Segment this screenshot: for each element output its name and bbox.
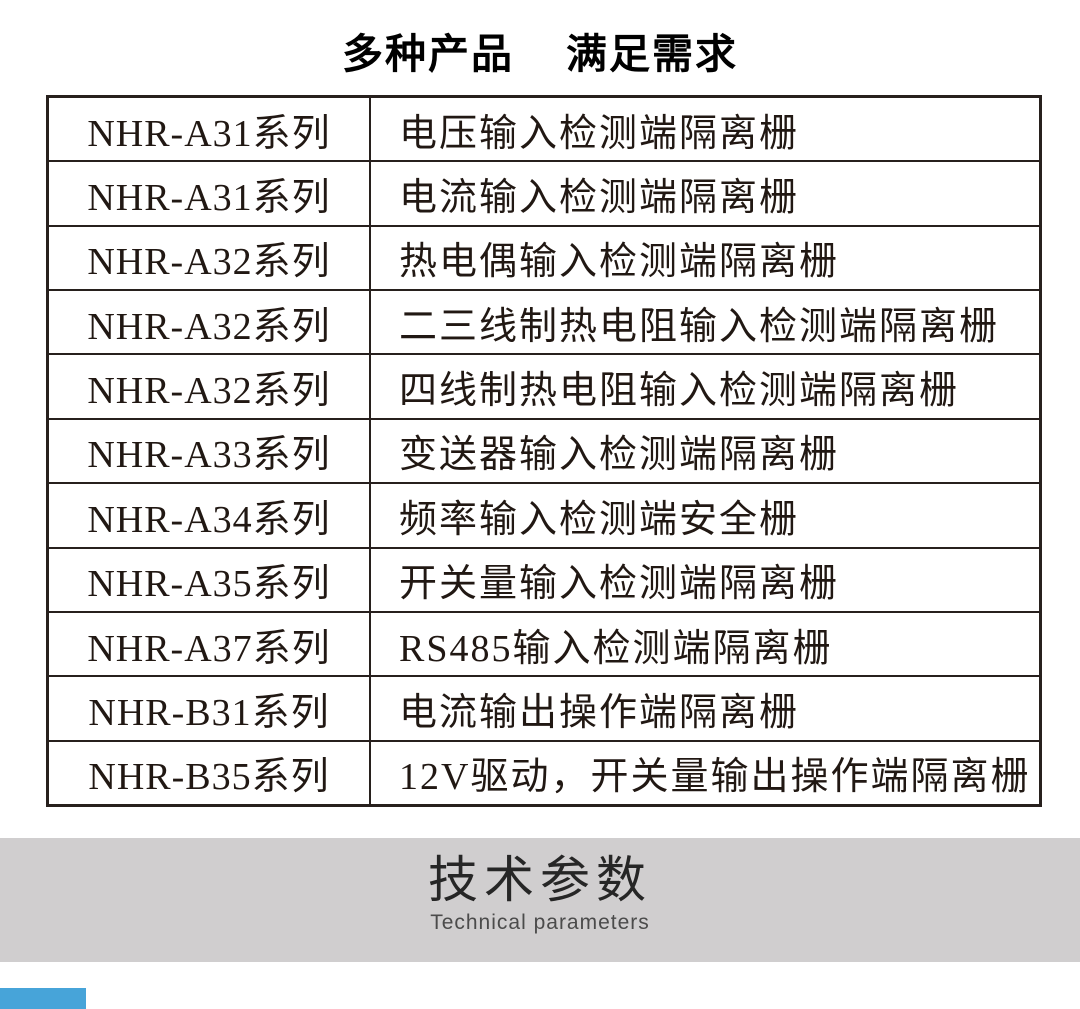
- description-cell: 频率输入检测端安全栅: [399, 498, 800, 541]
- series-cell: NHR-A32系列: [49, 355, 371, 418]
- series-cell: NHR-B35系列: [49, 741, 371, 804]
- table-row: NHR-A37系列 RS485输入检测端隔离栅: [49, 610, 1039, 676]
- section-banner: 技术参数 Technical parameters: [0, 838, 1080, 962]
- page-title-part2: 满足需求: [566, 31, 738, 77]
- table-row: NHR-A32系列 热电偶输入检测端隔离栅: [49, 224, 1039, 290]
- product-table: NHR-A31系列 电压输入检测端隔离栅 NHR-A31系列 电流输入检测端隔离栅 NH…: [46, 95, 1042, 807]
- series-cell: NHR-A31系列: [49, 98, 371, 161]
- blue-accent-bar: [0, 988, 86, 1009]
- series-cell: NHR-A32系列: [49, 226, 371, 290]
- description-cell: 四线制热电阻输入检测端隔离栅: [399, 370, 960, 413]
- table-row: NHR-A34系列 频率输入检测端安全栅: [49, 482, 1039, 547]
- series-cell: NHR-B31系列: [49, 677, 371, 740]
- series-cell: NHR-A34系列: [49, 484, 371, 547]
- description-cell: 变送器输入检测端隔离栅: [399, 434, 840, 477]
- table-row: NHR-B35系列 12V驱动，开关量输出操作端隔离栅: [49, 739, 1039, 804]
- section-banner-subtitle: Technical parameters: [430, 910, 650, 934]
- table-row: NHR-A31系列 电流输入检测端隔离栅: [49, 160, 1039, 225]
- description-cell: 二三线制热电阻输入检测端隔离栅: [399, 305, 1000, 348]
- page-title: 多种产品 满足需求: [0, 20, 1080, 80]
- description-cell: RS485输入检测端隔离栅: [399, 627, 833, 670]
- table-row: NHR-A32系列 四线制热电阻输入检测端隔离栅: [49, 353, 1039, 418]
- series-cell: NHR-A32系列: [49, 291, 371, 354]
- description-cell: 12V驱动，开关量输出操作端隔离栅: [399, 756, 1031, 799]
- table-row: NHR-A35系列 开关量输入检测端隔离栅: [49, 546, 1039, 611]
- section-banner-title: 技术参数: [428, 852, 652, 908]
- table-row: NHR-A32系列 二三线制热电阻输入检测端隔离栅: [49, 289, 1039, 354]
- series-cell: NHR-A35系列: [49, 548, 371, 611]
- description-cell: 电流输出操作端隔离栅: [399, 691, 800, 734]
- series-cell: NHR-A37系列: [49, 612, 371, 676]
- series-cell: NHR-A31系列: [49, 162, 371, 225]
- description-cell: 电流输入检测端隔离栅: [399, 177, 800, 220]
- table-row: NHR-A33系列 变送器输入检测端隔离栅: [49, 417, 1039, 483]
- series-cell: NHR-A33系列: [49, 419, 371, 483]
- table-row: NHR-B31系列 电流输出操作端隔离栅: [49, 675, 1039, 740]
- description-cell: 电压输入检测端隔离栅: [399, 112, 800, 155]
- page-title-part1: 多种产品: [342, 31, 514, 77]
- table-row: NHR-A31系列 电压输入检测端隔离栅: [49, 98, 1039, 161]
- description-cell: 开关量输入检测端隔离栅: [399, 563, 840, 606]
- description-cell: 热电偶输入检测端隔离栅: [399, 241, 840, 284]
